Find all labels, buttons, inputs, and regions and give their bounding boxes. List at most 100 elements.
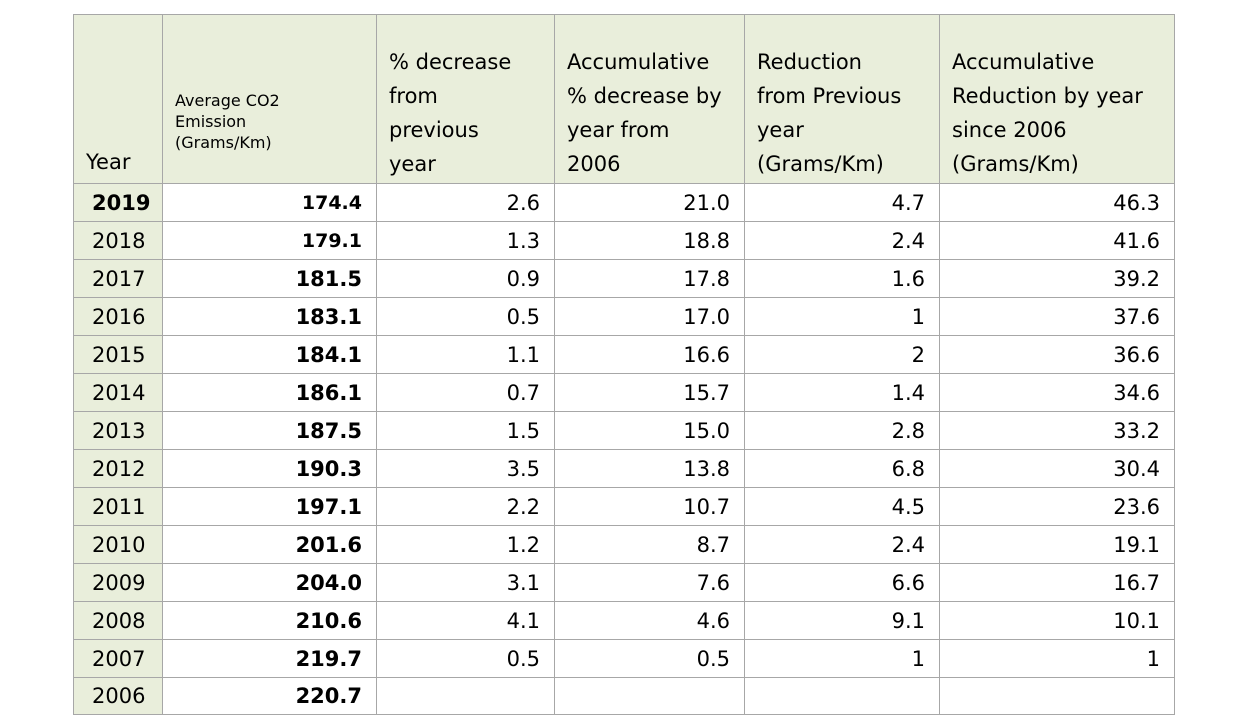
header-average-co2-emission: Average CO2 Emission (Grams/Km) [162, 14, 377, 184]
percent-decrease-cell: 1.2 [376, 525, 555, 564]
emission-cell: 220.7 [162, 677, 377, 715]
percent-decrease-cell: 1.1 [376, 335, 555, 374]
percent-decrease-cell: 1.5 [376, 411, 555, 450]
percent-decrease-cell: 0.5 [376, 639, 555, 678]
accumulative-reduction-cell: 34.6 [939, 373, 1175, 412]
table-row: 2011 197.1 2.2 10.7 4.5 23.6 [73, 487, 1175, 526]
year-cell: 2007 [73, 639, 163, 678]
header-line: Average CO2 [175, 91, 280, 110]
header-line: Reduction [757, 50, 862, 74]
accumulative-percent-cell: 15.7 [554, 373, 745, 412]
year-cell: 2019 [73, 183, 163, 222]
accumulative-reduction-cell: 23.6 [939, 487, 1175, 526]
year-cell: 2008 [73, 601, 163, 640]
year-cell: 2012 [73, 449, 163, 488]
accumulative-reduction-cell: 19.1 [939, 525, 1175, 564]
table-row: 2013 187.5 1.5 15.0 2.8 33.2 [73, 411, 1175, 450]
accumulative-percent-cell: 0.5 [554, 639, 745, 678]
table-row: 2008 210.6 4.1 4.6 9.1 10.1 [73, 601, 1175, 640]
header-accumulative-reduction: Accumulative Reduction by year since 2006 (… [939, 14, 1175, 184]
reduction-cell: 2 [744, 335, 940, 374]
percent-decrease-cell: 4.1 [376, 601, 555, 640]
header-line: % decrease by [567, 84, 722, 108]
header-line: Year [86, 150, 131, 174]
header-line: since 2006 [952, 118, 1067, 142]
header-line: from Previous [757, 84, 902, 108]
header-line: year from [567, 118, 670, 142]
reduction-cell: 2.4 [744, 525, 940, 564]
table-row: 2017 181.5 0.9 17.8 1.6 39.2 [73, 259, 1175, 298]
header-line: Accumulative [567, 50, 710, 74]
accumulative-reduction-cell: 37.6 [939, 297, 1175, 336]
accumulative-percent-cell: 16.6 [554, 335, 745, 374]
header-line: (Grams/Km) [757, 152, 884, 176]
reduction-cell: 6.8 [744, 449, 940, 488]
header-accumulative-percent-decrease: Accumulative % decrease by year from 2006 [554, 14, 745, 184]
table-row: 2006 220.7 [73, 677, 1175, 715]
accumulative-percent-cell: 17.8 [554, 259, 745, 298]
percent-decrease-cell [376, 677, 555, 715]
table-row: 2016 183.1 0.5 17.0 1 37.6 [73, 297, 1175, 336]
header-line: Accumulative [952, 50, 1095, 74]
year-cell: 2010 [73, 525, 163, 564]
year-cell: 2014 [73, 373, 163, 412]
header-line: year [757, 118, 804, 142]
accumulative-reduction-cell: 1 [939, 639, 1175, 678]
year-cell: 2017 [73, 259, 163, 298]
accumulative-percent-cell: 15.0 [554, 411, 745, 450]
header-line: (Grams/Km) [175, 133, 272, 152]
header-line: Emission [175, 112, 247, 131]
reduction-cell: 1.4 [744, 373, 940, 412]
accumulative-reduction-cell: 39.2 [939, 259, 1175, 298]
reduction-cell: 2.8 [744, 411, 940, 450]
emission-cell: 204.0 [162, 563, 377, 602]
header-line: previous [389, 118, 479, 142]
accumulative-percent-cell: 18.8 [554, 221, 745, 260]
percent-decrease-cell: 2.2 [376, 487, 555, 526]
reduction-cell: 2.4 [744, 221, 940, 260]
header-line: % decrease [389, 50, 512, 74]
percent-decrease-cell: 0.9 [376, 259, 555, 298]
reduction-cell: 1 [744, 639, 940, 678]
emission-cell: 174.4 [162, 183, 377, 222]
accumulative-reduction-cell: 16.7 [939, 563, 1175, 602]
reduction-cell: 9.1 [744, 601, 940, 640]
accumulative-percent-cell: 10.7 [554, 487, 745, 526]
emission-cell: 190.3 [162, 449, 377, 488]
table-body: 2019 174.4 2.6 21.0 4.7 46.3 2018 179.1 1.3 18.8 2… [73, 183, 1175, 715]
co2-emission-table: Year Average CO2 Emission (Grams/Km) % decre… [73, 14, 1175, 715]
header-percent-decrease: % decrease from previous year [376, 14, 555, 184]
accumulative-percent-cell [554, 677, 745, 715]
table-row: 2007 219.7 0.5 0.5 1 1 [73, 639, 1175, 678]
year-cell: 2006 [73, 677, 163, 715]
accumulative-reduction-cell: 30.4 [939, 449, 1175, 488]
table-row: 2012 190.3 3.5 13.8 6.8 30.4 [73, 449, 1175, 488]
table-row: 2014 186.1 0.7 15.7 1.4 34.6 [73, 373, 1175, 412]
header-reduction-from-previous-year: Reduction from Previous year (Grams/Km) [744, 14, 940, 184]
header-line: year [389, 152, 436, 176]
accumulative-percent-cell: 17.0 [554, 297, 745, 336]
header-line: 2006 [567, 152, 621, 176]
table-header-row: Year Average CO2 Emission (Grams/Km) % decre… [73, 14, 1175, 184]
percent-decrease-cell: 3.1 [376, 563, 555, 602]
year-cell: 2013 [73, 411, 163, 450]
table-row: 2010 201.6 1.2 8.7 2.4 19.1 [73, 525, 1175, 564]
emission-cell: 181.5 [162, 259, 377, 298]
emission-cell: 186.1 [162, 373, 377, 412]
accumulative-reduction-cell [939, 677, 1175, 715]
year-cell: 2009 [73, 563, 163, 602]
reduction-cell: 1 [744, 297, 940, 336]
accumulative-reduction-cell: 41.6 [939, 221, 1175, 260]
table-row: 2009 204.0 3.1 7.6 6.6 16.7 [73, 563, 1175, 602]
accumulative-reduction-cell: 10.1 [939, 601, 1175, 640]
header-line: from [389, 84, 438, 108]
accumulative-percent-cell: 4.6 [554, 601, 745, 640]
emission-cell: 179.1 [162, 221, 377, 260]
emission-cell: 219.7 [162, 639, 377, 678]
reduction-cell [744, 677, 940, 715]
year-cell: 2016 [73, 297, 163, 336]
accumulative-reduction-cell: 46.3 [939, 183, 1175, 222]
percent-decrease-cell: 0.7 [376, 373, 555, 412]
percent-decrease-cell: 0.5 [376, 297, 555, 336]
header-line: Reduction by year [952, 84, 1143, 108]
